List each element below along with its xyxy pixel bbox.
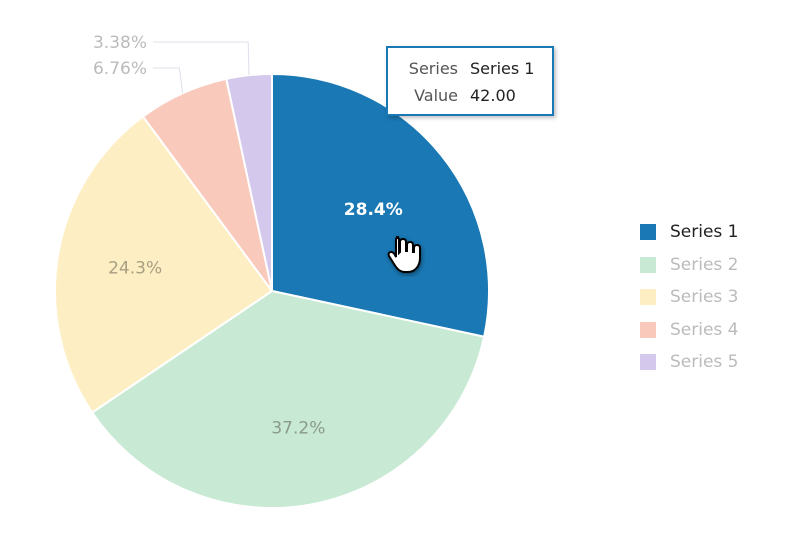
legend-label: Series 4 — [670, 319, 739, 340]
pie-slice-1[interactable] — [271, 72, 490, 338]
slice-label-4: 6.76% — [93, 59, 147, 79]
pie-slice-3[interactable] — [54, 115, 274, 414]
legend-swatch — [640, 224, 656, 241]
legend-item-2[interactable]: Series 2 — [640, 249, 739, 282]
tooltip-series-value: Series 1 — [470, 59, 535, 78]
legend-label: Series 5 — [670, 352, 739, 373]
leader-line-4 — [153, 67, 184, 94]
legend-swatch — [640, 354, 656, 371]
slice-label-3: 24.3% — [108, 259, 162, 279]
legend-swatch — [640, 289, 656, 306]
legend-item-5[interactable]: Series 5 — [640, 346, 739, 379]
slice-label-5: 3.38% — [93, 33, 147, 53]
legend-label: Series 3 — [670, 287, 739, 308]
hand-cursor-icon — [387, 236, 421, 273]
slice-label-2: 37.2% — [271, 418, 325, 438]
pie-slice-5[interactable] — [225, 72, 273, 292]
legend-item-3[interactable]: Series 3 — [640, 281, 739, 314]
legend-item-4[interactable]: Series 4 — [640, 314, 739, 347]
leader-line-5 — [153, 41, 250, 76]
tooltip-value-value: 42.00 — [470, 86, 516, 105]
legend-swatch — [640, 321, 656, 338]
legend-label: Series 2 — [670, 254, 739, 275]
legend-label: Series 1 — [670, 222, 739, 243]
tooltip-series-key: Series — [408, 59, 458, 78]
slice-label-1: 28.4% — [344, 200, 403, 220]
tooltip-value-key: Value — [414, 86, 458, 105]
legend: Series 1 Series 2 Series 3 Series 4 Series 5 — [640, 216, 739, 379]
legend-item-1[interactable]: Series 1 — [640, 216, 739, 249]
tooltip: Series Series 1 Value 42.00 — [386, 46, 554, 116]
pie-slice-2[interactable] — [90, 289, 486, 509]
legend-swatch — [640, 256, 656, 273]
